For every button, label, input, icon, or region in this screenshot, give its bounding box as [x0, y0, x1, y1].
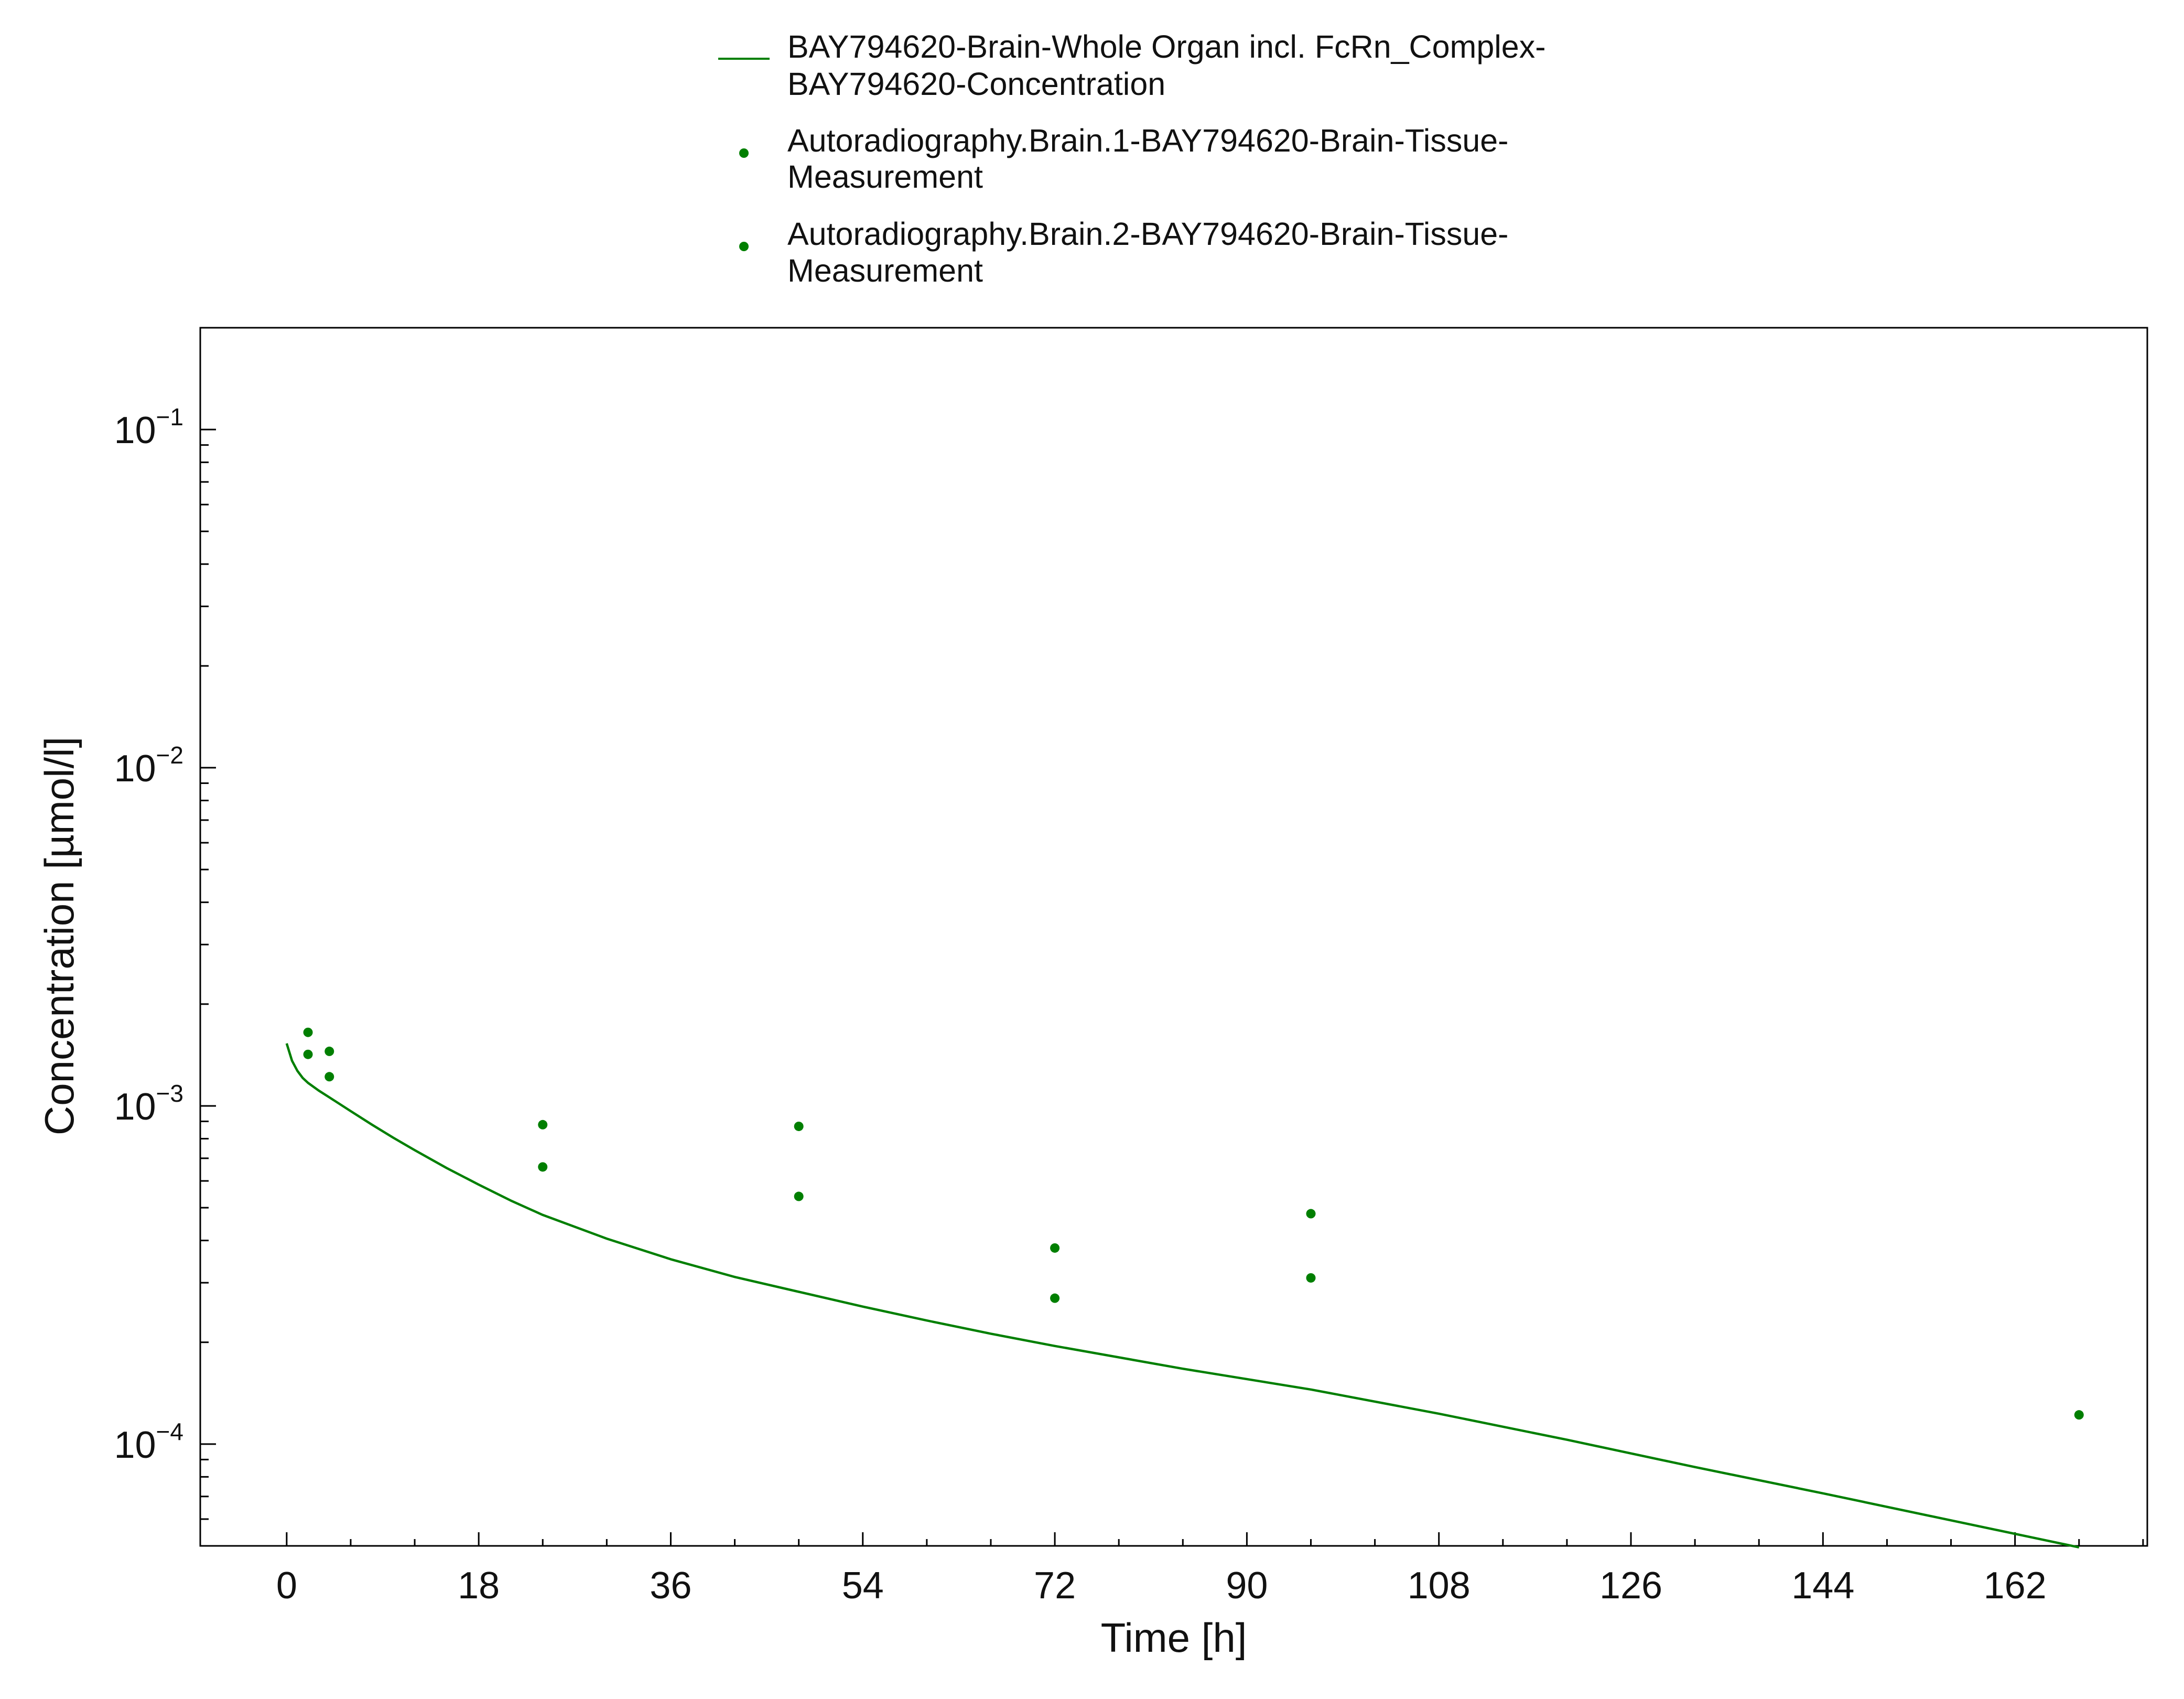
- legend-label-line-2: BAY794620-Concentration: [787, 66, 1165, 102]
- plot-marks: [285, 1027, 2084, 1549]
- data-point-observed-1: [1306, 1209, 1316, 1219]
- x-tick-label: 162: [1984, 1565, 2047, 1607]
- y-tick-label: 10−4: [114, 1418, 183, 1466]
- x-tick-label: 0: [276, 1565, 297, 1607]
- x-tick-label: 36: [650, 1565, 691, 1607]
- y-tick-label-exponent: −2: [156, 741, 183, 769]
- x-axis-ticks: 0 18 36 54 72 90 108 126 144 162: [276, 1532, 2144, 1607]
- x-tick-label: 108: [1408, 1565, 1471, 1607]
- data-point-observed-1: [325, 1046, 334, 1056]
- legend: BAY794620-Brain-Whole Organ incl. FcRn_C…: [718, 29, 1546, 288]
- y-tick-label: 10−1: [114, 403, 183, 451]
- y-tick-label-base: 10: [114, 748, 156, 790]
- legend-entry-observed-1: Autoradiography.Brain.1-BAY794620-Brain-…: [739, 123, 1508, 195]
- data-point-observed-1: [2074, 1410, 2084, 1420]
- legend-label-line-1: BAY794620-Brain-Whole Organ incl. FcRn_C…: [787, 29, 1546, 64]
- legend-marker-swatch: [739, 242, 749, 251]
- data-point-observed-1: [538, 1120, 548, 1130]
- y-tick-label-exponent: −3: [156, 1080, 183, 1107]
- x-tick-label: 144: [1791, 1565, 1854, 1607]
- data-point-observed-2: [794, 1191, 804, 1201]
- x-tick-label: 90: [1226, 1565, 1268, 1607]
- legend-label-line-2: Measurement: [787, 159, 983, 195]
- data-point-observed-1: [794, 1121, 804, 1131]
- y-axis-label: Concentration [µmol/l]: [36, 737, 82, 1135]
- y-tick-label-base: 10: [114, 1086, 156, 1128]
- data-point-observed-2: [1306, 1273, 1316, 1283]
- data-point-observed-2: [1050, 1293, 1060, 1303]
- series-line-simulation: [285, 1043, 2080, 1549]
- legend-label-line-1: Autoradiography.Brain.1-BAY794620-Brain-…: [787, 123, 1508, 158]
- data-point-observed-1: [303, 1027, 313, 1037]
- y-tick-label-exponent: −4: [156, 1418, 183, 1445]
- x-axis-label: Time [h]: [1101, 1615, 1247, 1661]
- y-tick-label: 10−2: [114, 741, 183, 790]
- y-tick-label-base: 10: [114, 410, 156, 451]
- data-point-observed-2: [303, 1049, 313, 1059]
- legend-marker-swatch: [739, 148, 749, 158]
- legend-entry-observed-2: Autoradiography.Brain.2-BAY794620-Brain-…: [739, 216, 1508, 288]
- plot-area: [199, 327, 2148, 1547]
- y-tick-label: 10−3: [114, 1080, 183, 1128]
- legend-entry-simulation: BAY794620-Brain-Whole Organ incl. FcRn_C…: [718, 29, 1546, 102]
- x-tick-label: 54: [842, 1565, 884, 1607]
- y-tick-label-base: 10: [114, 1424, 156, 1466]
- y-axis-ticks: 10−410−310−210−1: [114, 327, 216, 1547]
- legend-label-line-1: Autoradiography.Brain.2-BAY794620-Brain-…: [787, 216, 1508, 252]
- x-tick-label: 126: [1599, 1565, 1662, 1607]
- data-point-observed-2: [325, 1072, 334, 1082]
- x-tick-label: 18: [458, 1565, 500, 1607]
- legend-label-line-2: Measurement: [787, 253, 983, 288]
- data-point-observed-2: [538, 1162, 548, 1172]
- y-tick-label-exponent: −1: [156, 403, 183, 431]
- x-tick-label: 72: [1034, 1565, 1076, 1607]
- data-point-observed-1: [1050, 1243, 1060, 1253]
